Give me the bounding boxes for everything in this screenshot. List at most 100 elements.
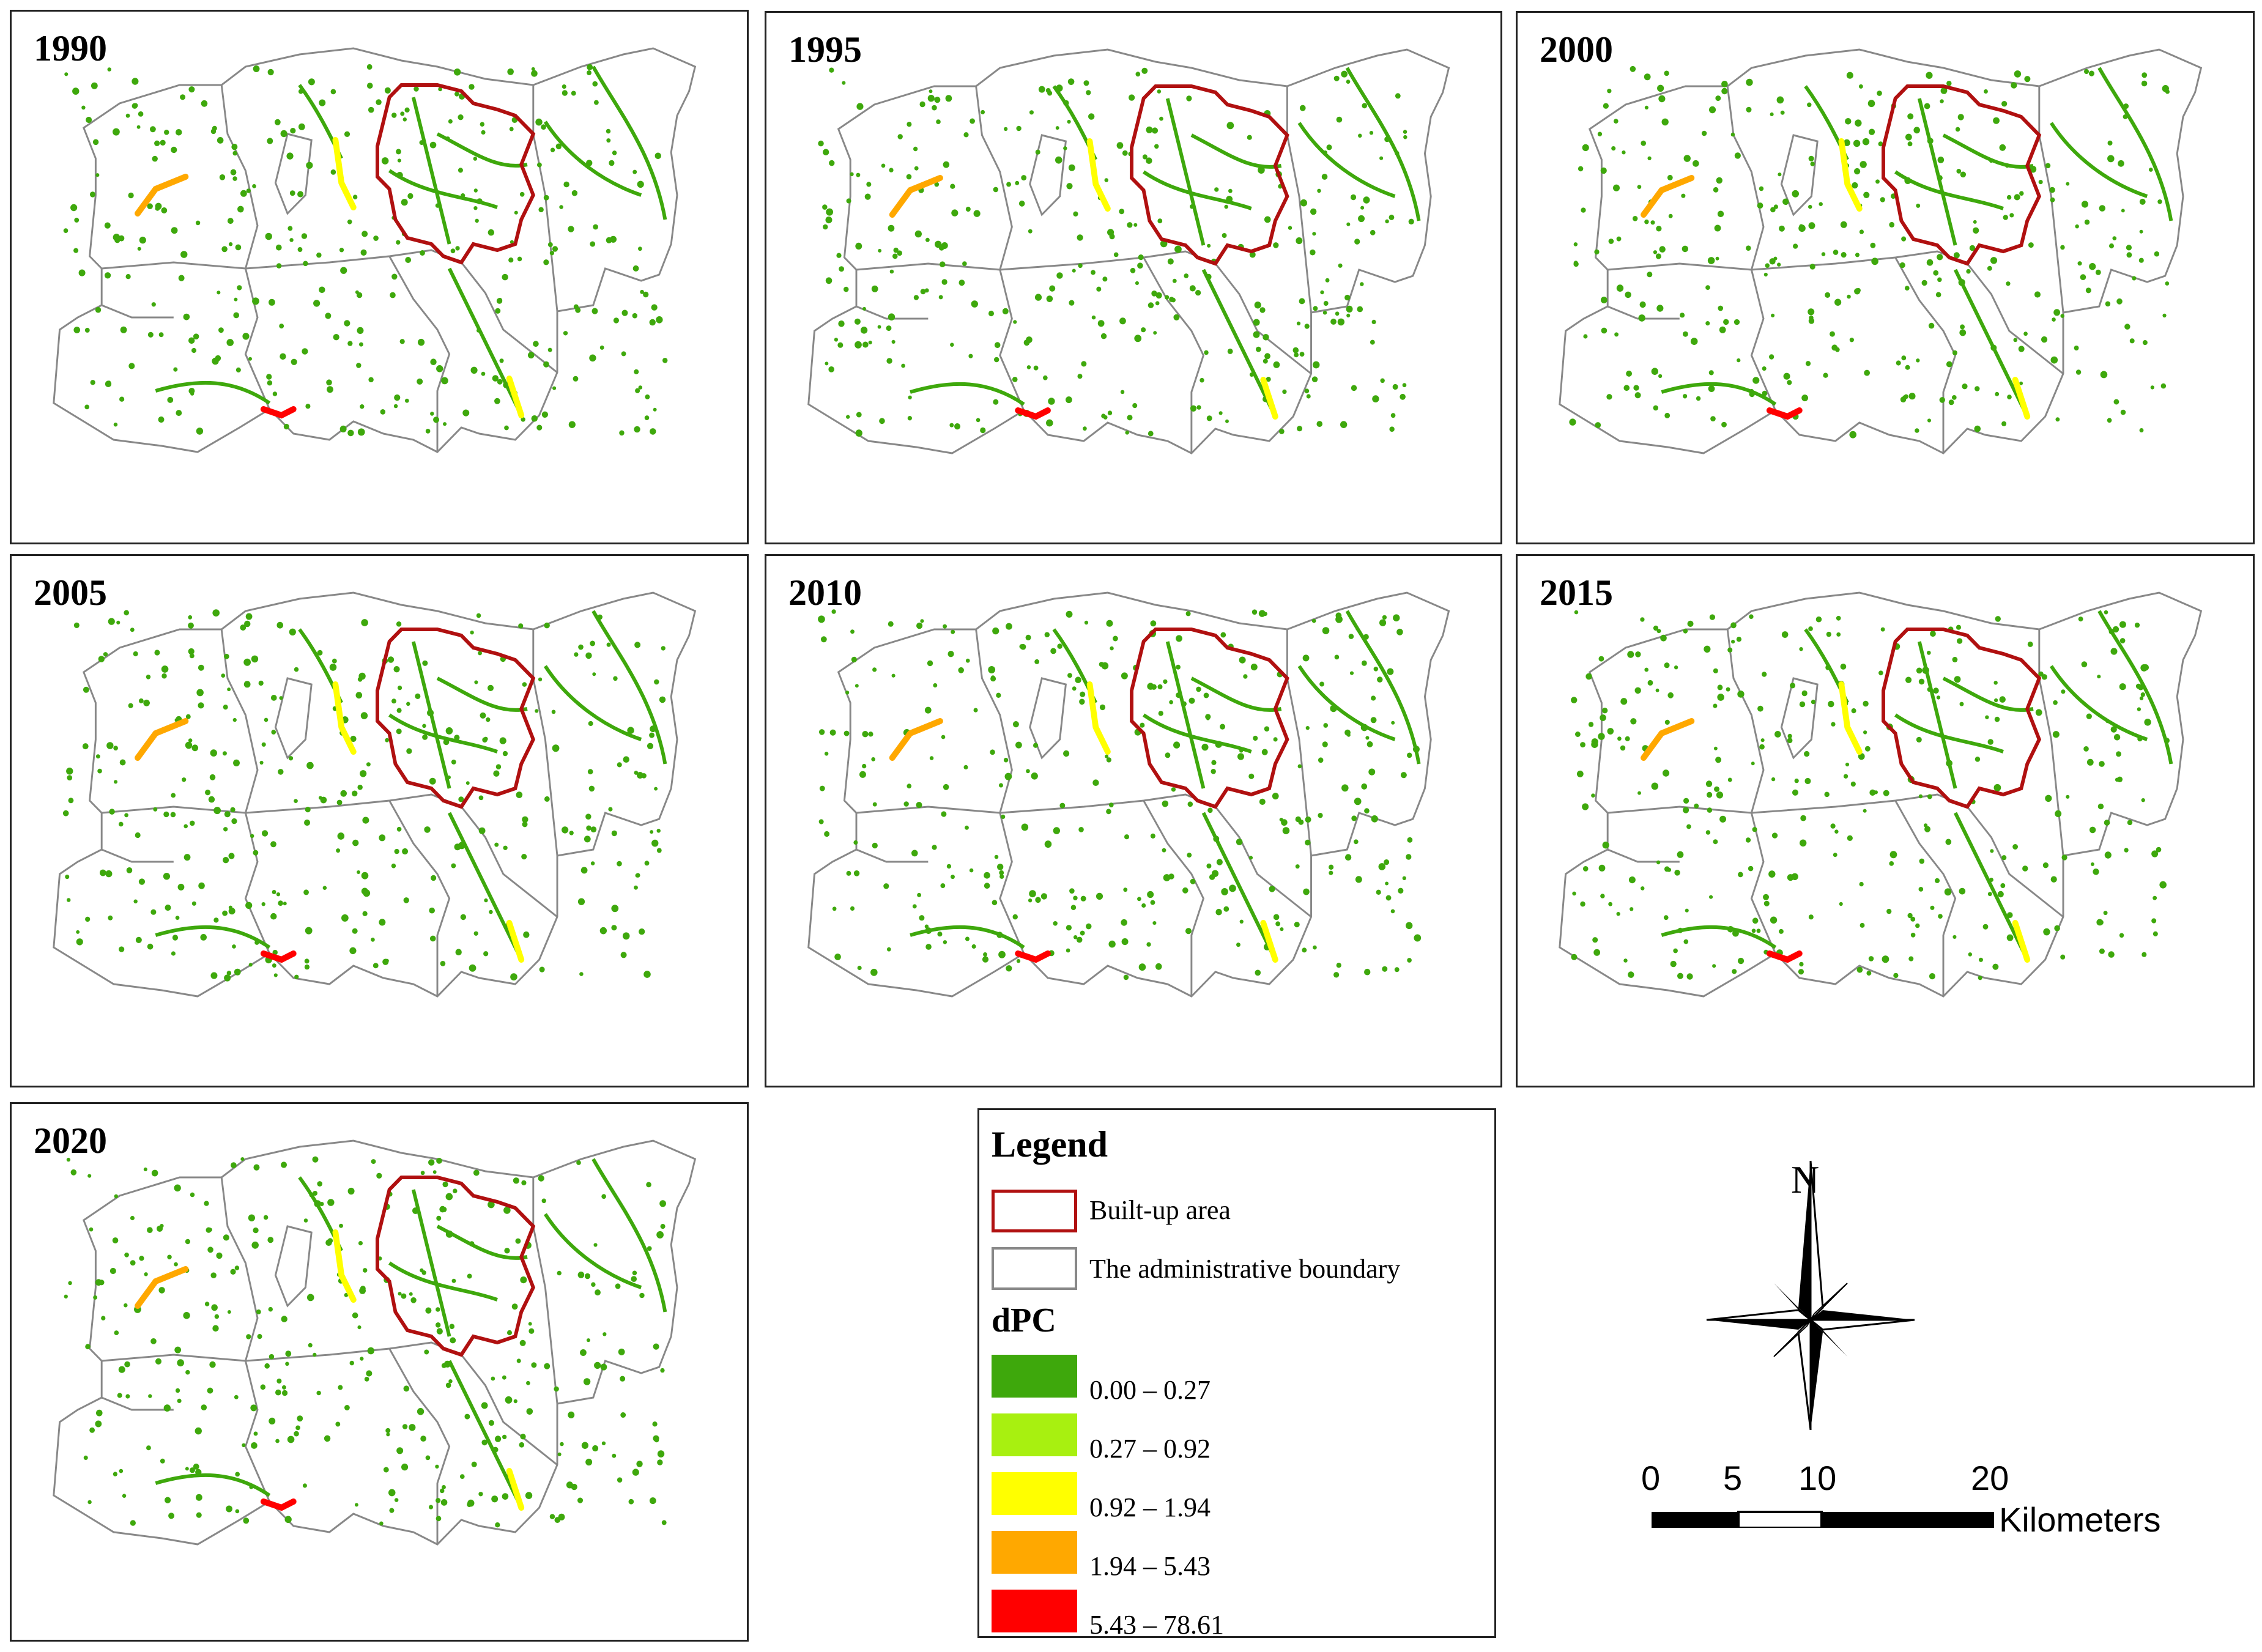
habitat-patch bbox=[1682, 394, 1688, 399]
habitat-patch bbox=[932, 105, 937, 111]
habitat-patch bbox=[965, 825, 969, 830]
habitat-patch bbox=[864, 193, 871, 200]
habitat-patch bbox=[2116, 751, 2121, 757]
admin-boundary bbox=[1029, 677, 1067, 760]
habitat-patch bbox=[1706, 791, 1713, 798]
habitat-patch bbox=[653, 1343, 659, 1350]
habitat-patch bbox=[1809, 264, 1815, 270]
habitat-patch bbox=[316, 1390, 321, 1396]
habitat-patch bbox=[494, 842, 499, 847]
habitat-patch bbox=[1069, 888, 1075, 894]
habitat-patch bbox=[879, 418, 885, 424]
habitat-patch bbox=[302, 348, 308, 355]
habitat-patch bbox=[844, 730, 850, 736]
habitat-patch bbox=[1973, 227, 1979, 234]
habitat-patch bbox=[2107, 418, 2112, 423]
habitat-patch bbox=[303, 889, 309, 895]
habitat-patch bbox=[1647, 272, 1653, 278]
habitat-patch bbox=[2006, 281, 2011, 286]
habitat-patch bbox=[1601, 327, 1608, 334]
habitat-patch bbox=[448, 1379, 453, 1383]
habitat-patch bbox=[2119, 683, 2126, 691]
habitat-patch bbox=[1311, 376, 1318, 382]
habitat-patch bbox=[2080, 274, 2086, 281]
habitat-patch bbox=[1617, 736, 1622, 741]
habitat-patch bbox=[1916, 667, 1923, 674]
habitat-patch bbox=[101, 1316, 106, 1320]
habitat-patch bbox=[965, 206, 971, 212]
habitat-patch bbox=[167, 1254, 172, 1260]
habitat-patch bbox=[590, 861, 595, 865]
habitat-patch bbox=[478, 1492, 483, 1497]
habitat-patch bbox=[67, 775, 73, 780]
habitat-patch bbox=[656, 316, 663, 324]
habitat-patch bbox=[2041, 674, 2047, 680]
habitat-patch bbox=[329, 664, 337, 671]
habitat-patch bbox=[1935, 292, 1941, 298]
habitat-patch bbox=[436, 1328, 443, 1335]
habitat-patch bbox=[504, 425, 509, 431]
habitat-patch bbox=[2099, 948, 2105, 954]
habitat-patch bbox=[397, 685, 402, 691]
habitat-patch bbox=[2035, 709, 2042, 716]
habitat-patch bbox=[1938, 914, 1943, 919]
habitat-patch bbox=[842, 81, 846, 85]
habitat-patch bbox=[1990, 849, 1994, 853]
habitat-patch bbox=[1839, 902, 1843, 906]
habitat-patch bbox=[352, 928, 358, 934]
habitat-patch bbox=[2139, 696, 2144, 700]
habitat-patch bbox=[113, 128, 120, 136]
habitat-patch bbox=[499, 737, 506, 744]
habitat-patch bbox=[1614, 332, 1619, 337]
habitat-patch bbox=[893, 247, 899, 253]
habitat-patch bbox=[521, 1180, 527, 1186]
habitat-patch bbox=[196, 428, 204, 435]
habitat-patch bbox=[1749, 614, 1754, 619]
habitat-patch bbox=[2006, 934, 2014, 941]
habitat-patch bbox=[639, 928, 645, 935]
habitat-patch bbox=[1933, 687, 1939, 694]
habitat-patch bbox=[285, 1350, 292, 1357]
high-dpc-corridor bbox=[135, 718, 189, 761]
habitat-patch bbox=[1928, 322, 1935, 329]
habitat-patch bbox=[125, 1394, 130, 1399]
habitat-patch bbox=[1323, 301, 1329, 306]
habitat-patch bbox=[1921, 280, 1927, 286]
map-svg bbox=[1559, 48, 2203, 454]
habitat-patch bbox=[147, 203, 153, 210]
habitat-patch bbox=[436, 1307, 440, 1312]
habitat-patch bbox=[1719, 326, 1726, 333]
high-dpc-corridor bbox=[135, 1266, 189, 1309]
habitat-patch bbox=[1390, 413, 1396, 418]
habitat-patch bbox=[68, 1281, 72, 1286]
habitat-patch bbox=[1106, 809, 1111, 815]
habitat-patch bbox=[1218, 411, 1223, 415]
habitat-patch bbox=[126, 867, 133, 873]
habitat-patch bbox=[224, 811, 231, 818]
habitat-patch bbox=[246, 188, 251, 193]
habitat-patch bbox=[104, 222, 111, 229]
habitat-patch bbox=[1953, 252, 1960, 259]
habitat-patch bbox=[1955, 127, 1960, 132]
habitat-patch bbox=[1063, 750, 1070, 757]
habitat-patch bbox=[1709, 614, 1716, 620]
habitat-patch bbox=[396, 149, 401, 155]
habitat-patch bbox=[515, 1238, 521, 1244]
habitat-patch bbox=[189, 1467, 195, 1473]
habitat-patch bbox=[1840, 664, 1847, 670]
habitat-patch bbox=[341, 914, 349, 922]
habitat-patch bbox=[394, 394, 401, 401]
habitat-patch bbox=[820, 636, 827, 643]
habitat-patch bbox=[531, 70, 538, 77]
habitat-patch bbox=[1220, 632, 1226, 638]
habitat-patch bbox=[587, 64, 593, 70]
habitat-patch bbox=[243, 658, 251, 666]
habitat-patch bbox=[1715, 757, 1722, 763]
habitat-patch bbox=[160, 1458, 165, 1464]
habitat-patch bbox=[119, 946, 125, 952]
habitat-patch bbox=[543, 361, 549, 368]
habitat-patch bbox=[1016, 125, 1022, 131]
habitat-patch bbox=[209, 774, 216, 780]
admin-boundary bbox=[102, 249, 462, 270]
habitat-patch bbox=[1774, 731, 1781, 738]
